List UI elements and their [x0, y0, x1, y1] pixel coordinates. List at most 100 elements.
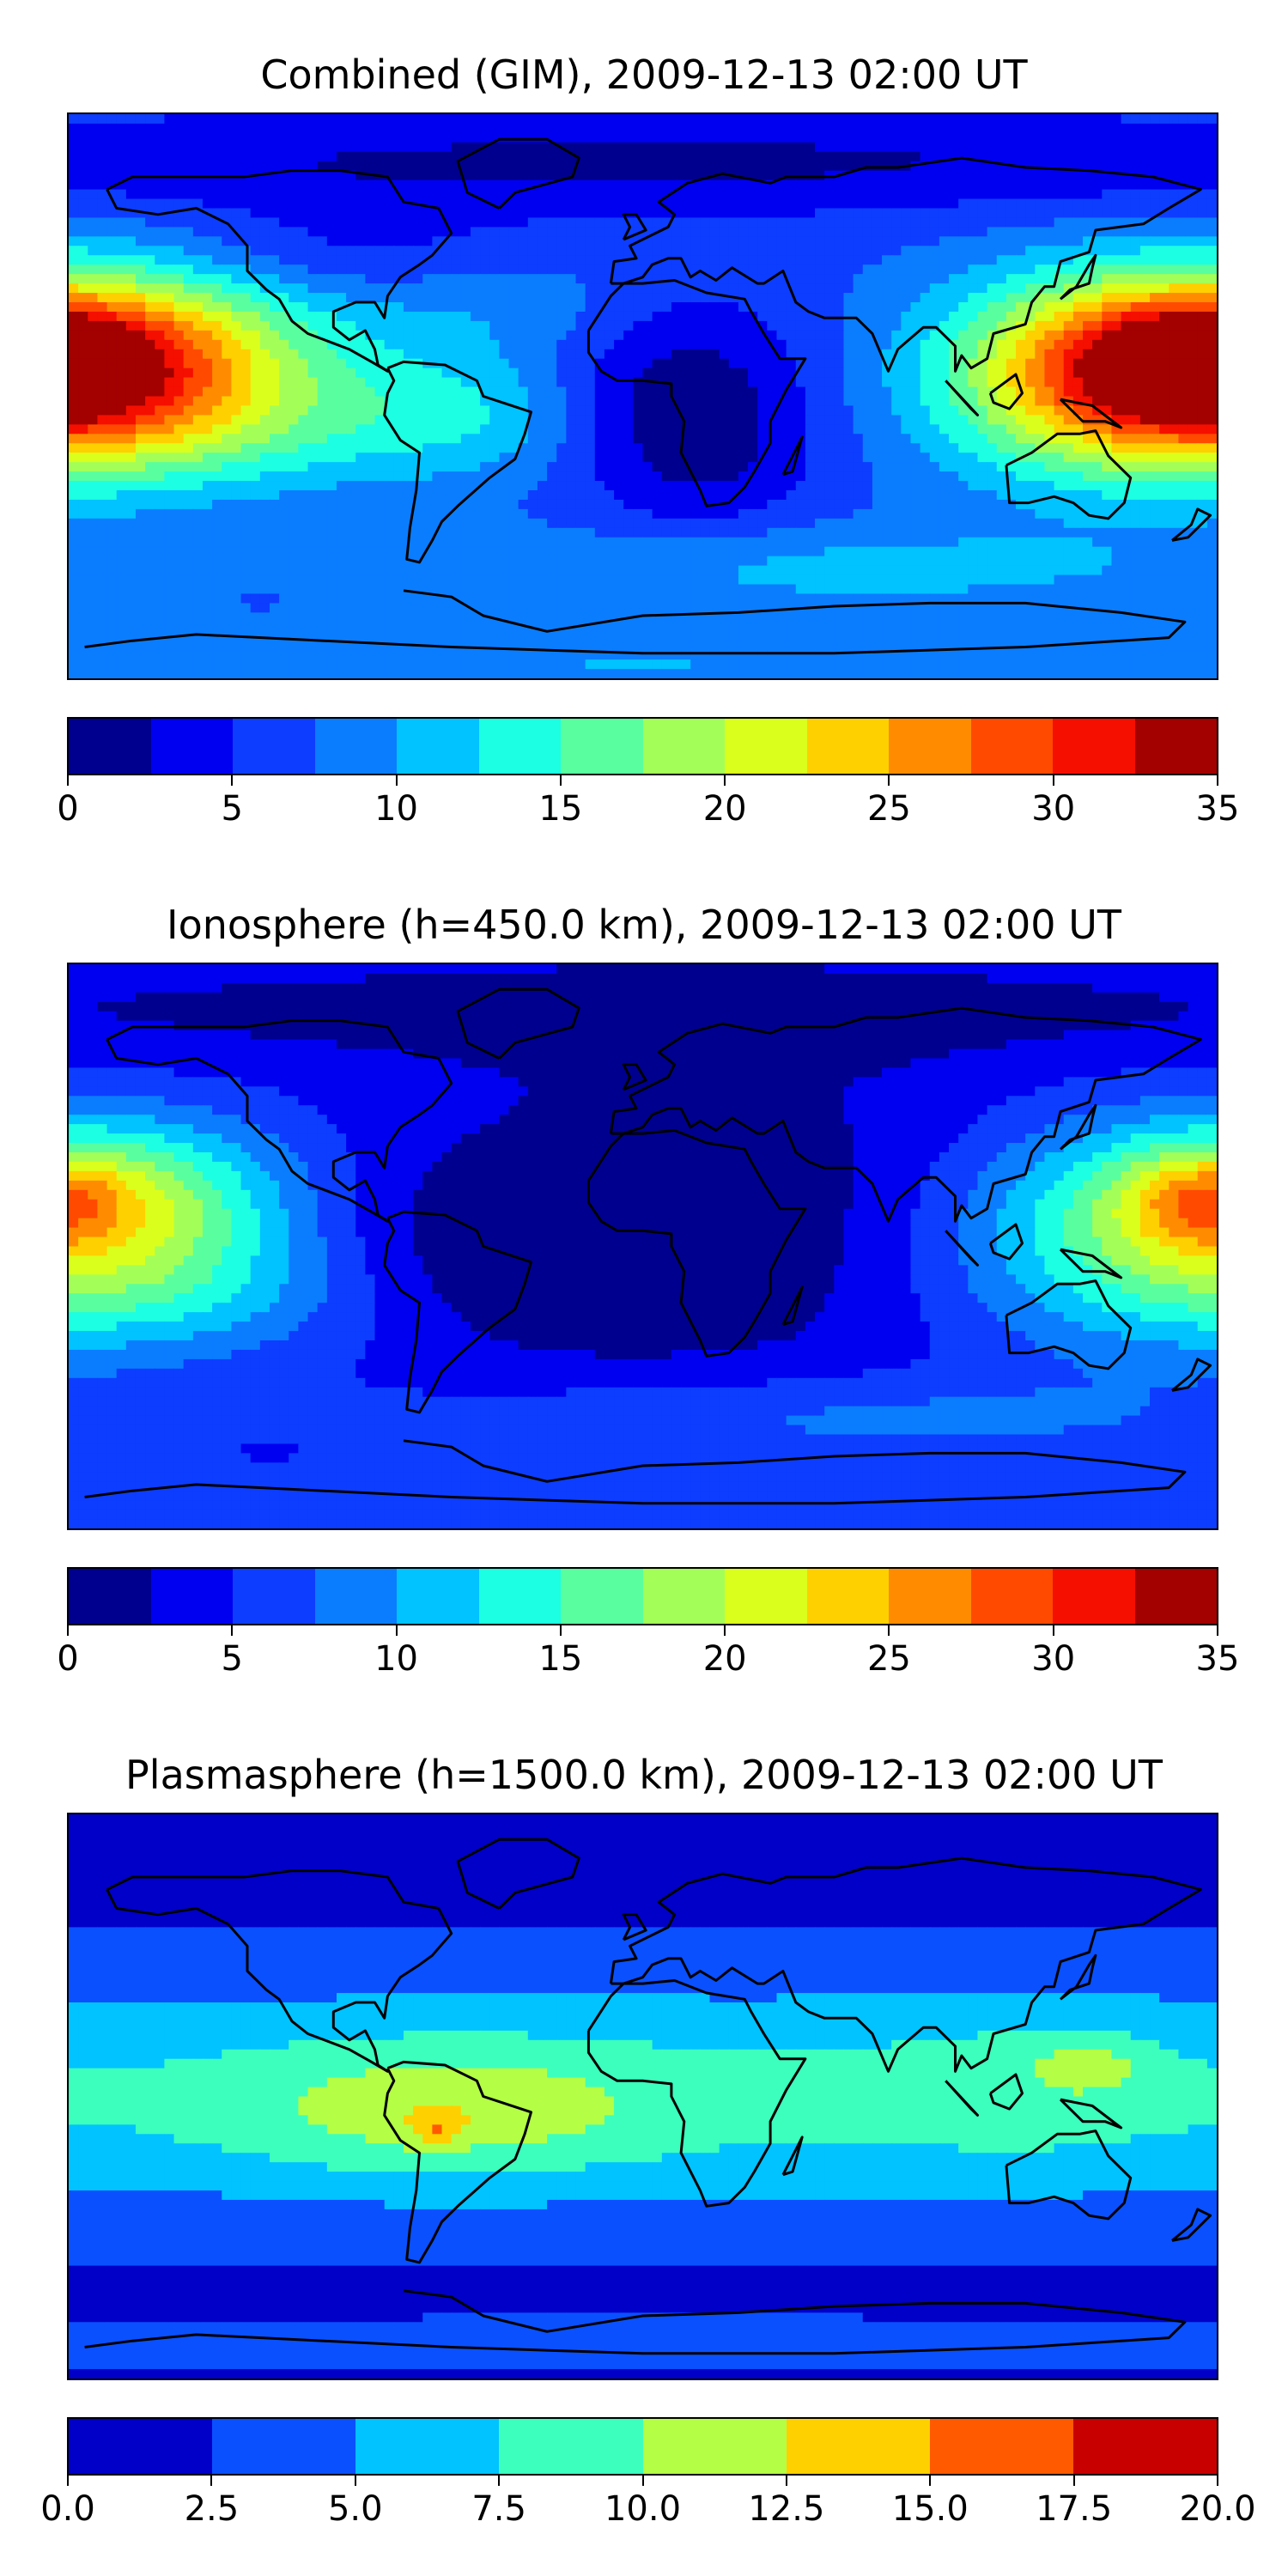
heatmap-cell — [1111, 490, 1122, 501]
heatmap-cell — [527, 349, 538, 360]
heatmap-cell — [1035, 481, 1046, 491]
heatmap-cell — [279, 311, 289, 322]
heatmap-cell — [1197, 443, 1208, 453]
heatmap-cell — [1121, 415, 1132, 425]
heatmap-cell — [97, 471, 108, 482]
heatmap-cell — [403, 443, 414, 453]
heatmap-cell — [289, 453, 299, 463]
heatmap-cell — [250, 405, 261, 416]
heatmap-cell — [1150, 274, 1160, 284]
heatmap-cell — [556, 311, 567, 322]
heatmap-cell — [853, 368, 864, 379]
heatmap-cell — [862, 481, 873, 491]
heatmap-cell — [824, 302, 835, 313]
heatmap-cell — [240, 189, 252, 200]
heatmap-cell — [939, 368, 950, 379]
heatmap-cell — [460, 208, 471, 219]
heatmap-cell — [1063, 123, 1074, 134]
heatmap-cell — [987, 462, 998, 472]
heatmap-cell — [824, 339, 835, 350]
heatmap-cell — [1092, 462, 1103, 472]
heatmap-cell — [384, 453, 395, 463]
heatmap-cell — [403, 415, 414, 425]
heatmap-cell — [1005, 368, 1017, 379]
heatmap-cell — [403, 320, 414, 331]
heatmap-cell — [125, 358, 137, 369]
heatmap-cell — [518, 274, 529, 284]
heatmap-cell — [289, 123, 299, 134]
heatmap-cell — [805, 311, 816, 322]
heatmap-cell — [738, 368, 749, 379]
heatmap-cell — [537, 471, 548, 482]
heatmap-cell — [413, 170, 423, 181]
heatmap-cell — [748, 293, 758, 303]
heatmap-cell — [1188, 320, 1199, 331]
heatmap-cell — [384, 236, 395, 246]
heatmap-cell — [719, 179, 730, 191]
heatmap-cell — [97, 377, 108, 388]
heatmap-cell — [1044, 320, 1055, 331]
heatmap-cell — [1121, 453, 1132, 463]
heatmap-cell — [250, 227, 261, 237]
heatmap-cell — [1150, 283, 1160, 294]
heatmap-cell — [939, 471, 950, 482]
heatmap-cell — [815, 274, 825, 284]
heatmap-cell — [374, 123, 386, 134]
heatmap-cell — [222, 368, 233, 379]
heatmap-cell — [805, 217, 816, 228]
heatmap-cell — [767, 443, 778, 453]
heatmap-cell — [728, 142, 739, 153]
heatmap-cell — [910, 443, 921, 453]
heatmap-cell — [757, 311, 768, 322]
heatmap-cell — [336, 151, 347, 162]
heatmap-cell — [269, 443, 280, 453]
heatmap-cell — [155, 161, 166, 172]
heatmap-cell — [413, 396, 423, 407]
heatmap-cell — [910, 481, 921, 491]
heatmap-cell — [1159, 274, 1170, 284]
heatmap-cell — [748, 415, 758, 425]
heatmap-cell — [805, 349, 816, 360]
heatmap-cell — [346, 339, 356, 350]
heatmap-cell — [786, 132, 797, 143]
heatmap-cell — [1159, 434, 1170, 444]
heatmap-cell — [681, 339, 691, 350]
heatmap-cell — [499, 208, 510, 219]
heatmap-cell — [585, 462, 596, 472]
heatmap-cell — [977, 236, 988, 246]
heatmap-cell — [374, 443, 386, 453]
heatmap-cell — [556, 434, 567, 444]
heatmap-cell — [518, 471, 529, 482]
heatmap-cell — [1102, 311, 1113, 322]
heatmap-cell — [853, 293, 864, 303]
heatmap-cell — [365, 302, 376, 313]
heatmap-cell — [518, 227, 529, 237]
heatmap-cell — [78, 170, 88, 181]
heatmap-cell — [566, 274, 577, 284]
heatmap-cell — [853, 208, 864, 219]
heatmap-cell — [164, 481, 175, 491]
heatmap-cell — [1206, 132, 1217, 143]
heatmap-cell — [355, 302, 366, 313]
heatmap-cell — [767, 434, 778, 444]
heatmap-cell — [901, 415, 912, 425]
heatmap-cell — [566, 236, 577, 246]
heatmap-cell — [671, 264, 682, 275]
heatmap-cell — [441, 462, 453, 472]
heatmap-cell — [987, 339, 998, 350]
heatmap-cell — [949, 349, 959, 360]
heatmap-cell — [192, 415, 204, 425]
heatmap-cell — [1169, 142, 1180, 153]
heatmap-cell — [298, 179, 309, 191]
heatmap-cell — [365, 349, 376, 360]
heatmap-cell — [1178, 151, 1189, 162]
heatmap-cell — [614, 462, 624, 472]
heatmap-cell — [709, 424, 720, 434]
heatmap-cell — [307, 217, 319, 228]
heatmap-cell — [202, 368, 213, 379]
heatmap-cell — [1111, 396, 1122, 407]
heatmap-cell — [671, 377, 682, 388]
heatmap-cell — [212, 443, 222, 453]
heatmap-cell — [767, 311, 778, 322]
heatmap-cell — [690, 471, 701, 482]
